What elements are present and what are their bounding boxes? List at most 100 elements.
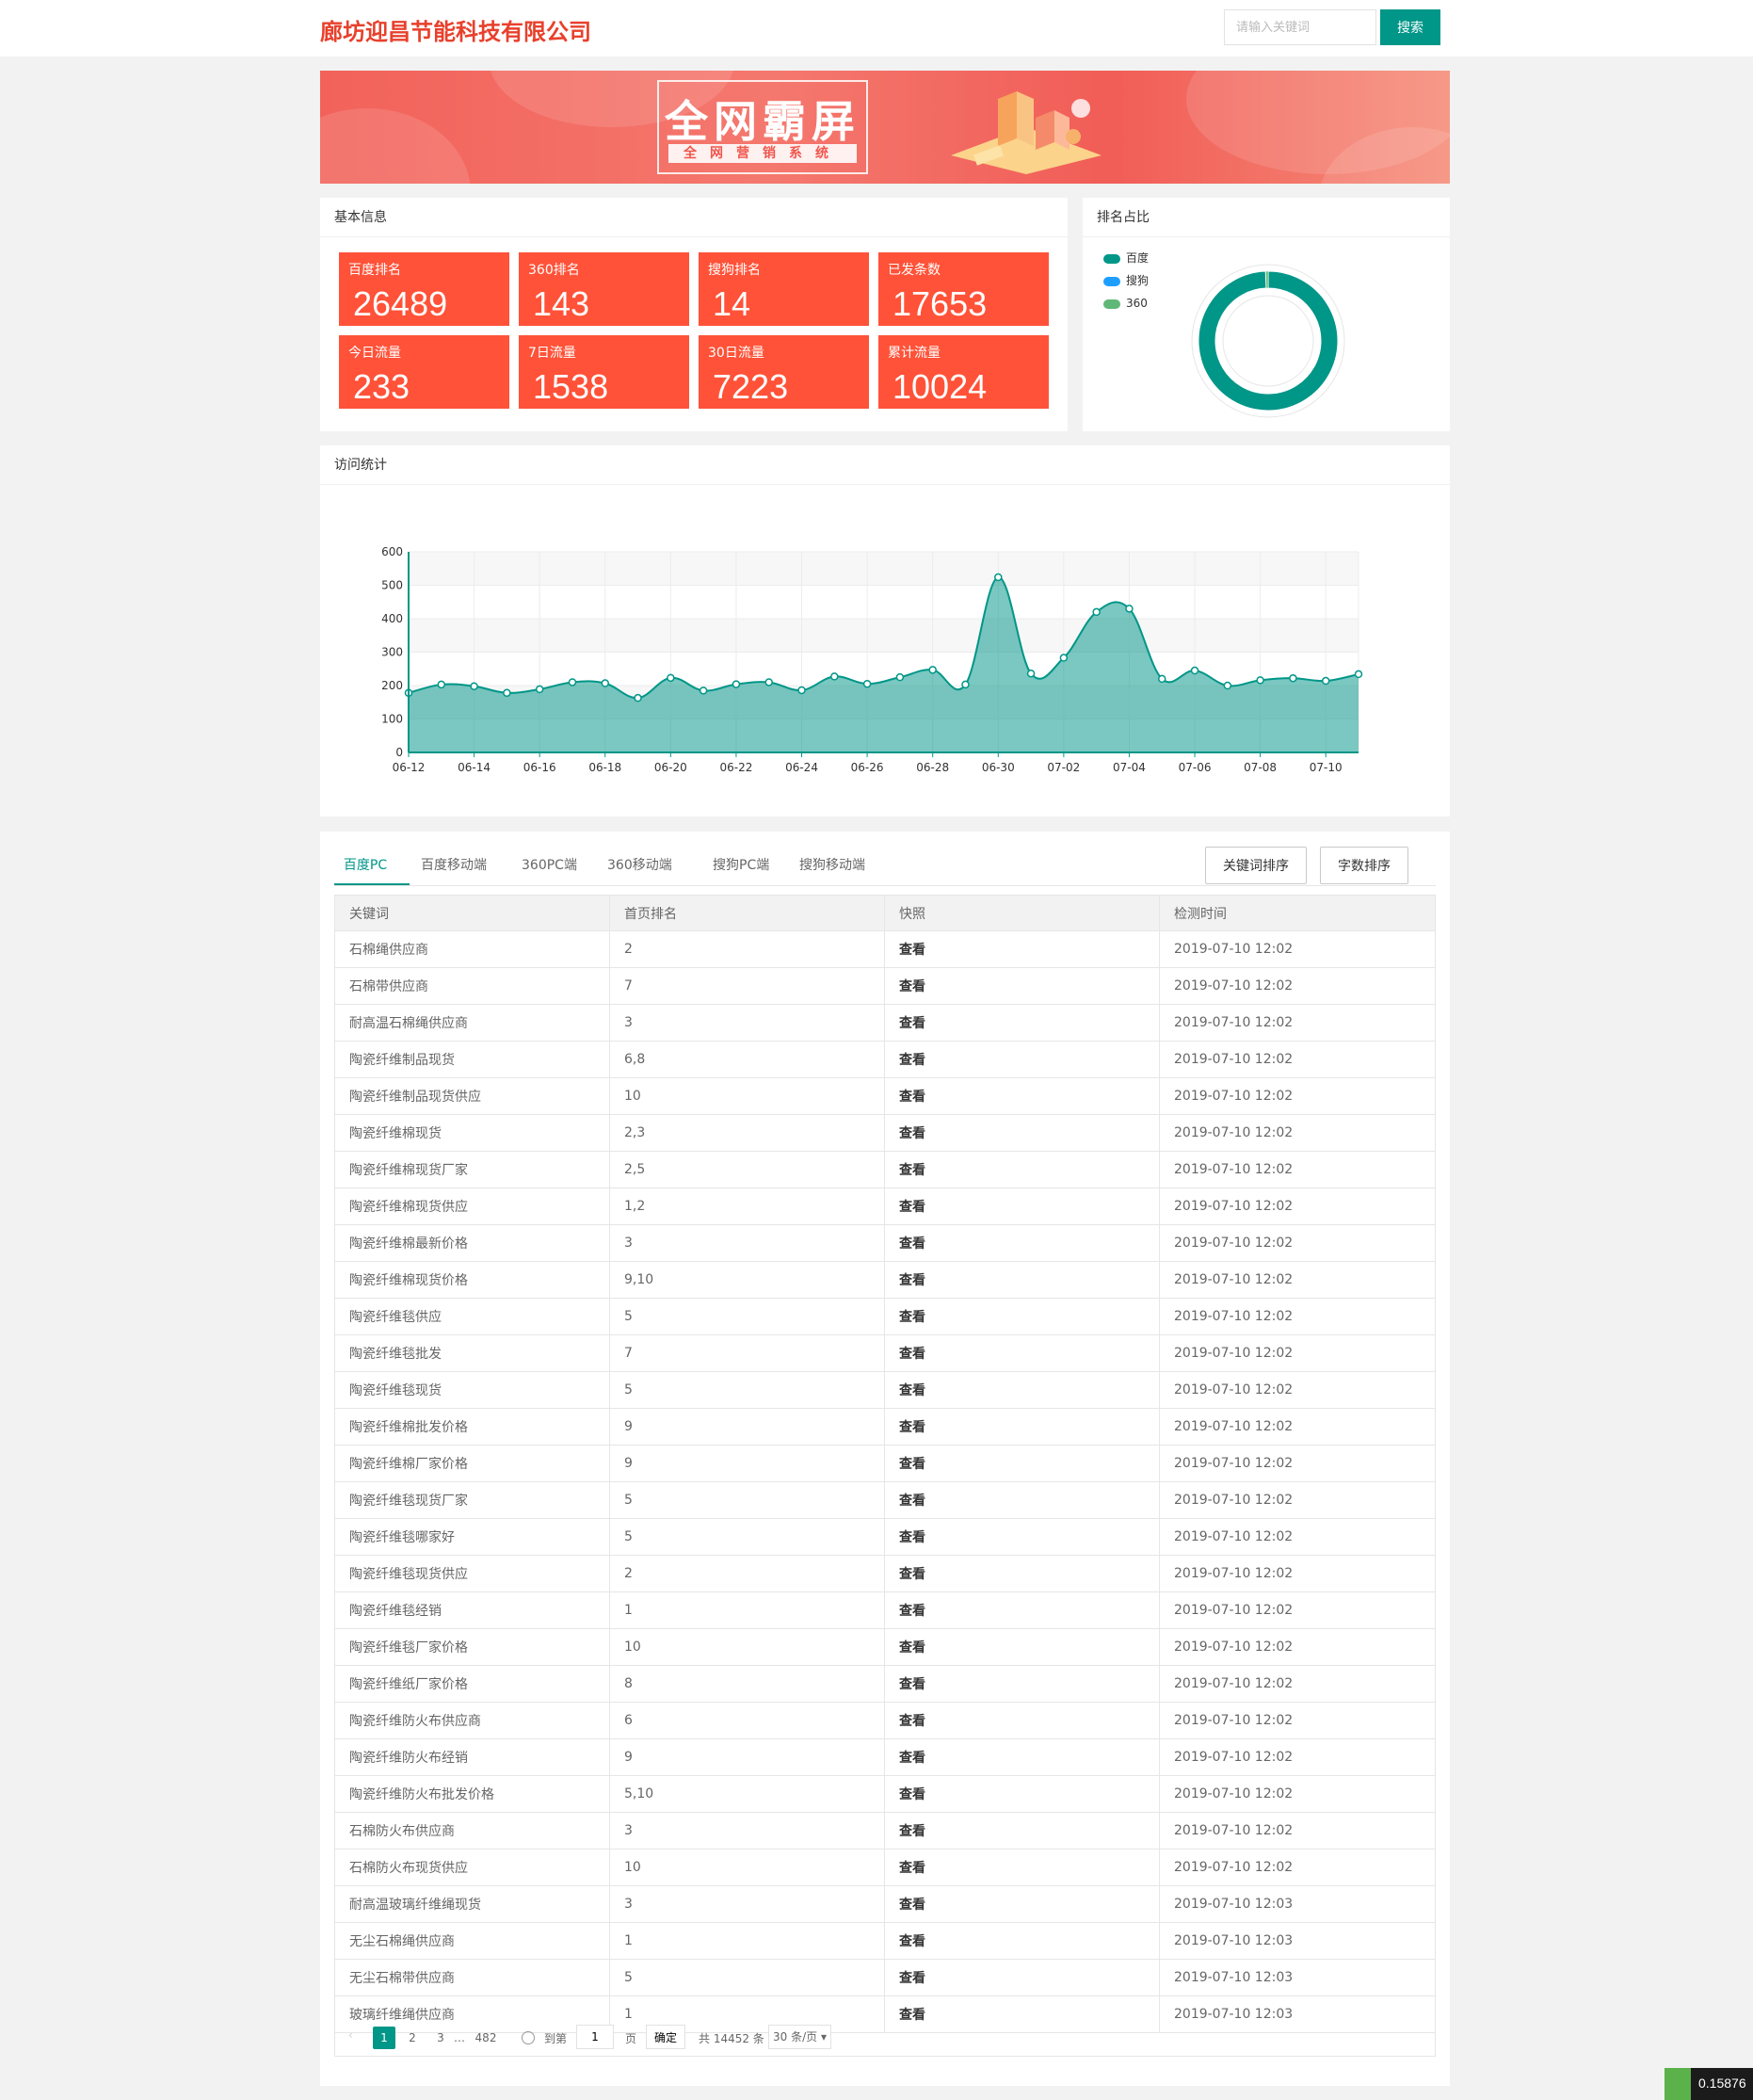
cell-snapshot-link[interactable]: 查看	[884, 1371, 1160, 1409]
legend-item-360[interactable]: 360	[1103, 296, 1148, 311]
cell-snapshot-link[interactable]: 查看	[884, 1885, 1160, 1923]
cell-snapshot-link[interactable]: 查看	[884, 1591, 1160, 1629]
rank-ratio-card: 排名占比 百度 搜狗 360	[1083, 198, 1450, 431]
cell-snapshot-link[interactable]: 查看	[884, 1995, 1160, 2033]
data-point-07-10[interactable]	[1321, 676, 1330, 686]
cell-keyword: 陶瓷纤维毯现货	[334, 1371, 610, 1409]
cell-snapshot-link[interactable]: 查看	[884, 1628, 1160, 1666]
cell-snapshot-link[interactable]: 查看	[884, 1849, 1160, 1886]
data-point-06-30[interactable]	[994, 573, 1003, 582]
cell-check-time: 2019-07-10 12:02	[1159, 1041, 1436, 1078]
table-row: 陶瓷纤维棉现货供应 1,2 查看 2019-07-10 12:02	[334, 1187, 1436, 1225]
goto-page-input[interactable]	[576, 2025, 614, 2049]
tab-baidu-mobile[interactable]: 百度移动端	[421, 858, 487, 873]
tab-baidu-pc[interactable]: 百度PC	[343, 858, 388, 873]
data-point-07-01[interactable]	[1026, 669, 1036, 678]
table-row: 耐高温石棉绳供应商 3 查看 2019-07-10 12:02	[334, 1004, 1436, 1042]
data-point-07-03[interactable]	[1092, 607, 1101, 617]
cell-snapshot-link[interactable]: 查看	[884, 1041, 1160, 1078]
data-point-07-07[interactable]	[1223, 681, 1232, 690]
col-snapshot[interactable]: 快照	[884, 895, 1160, 931]
table-row: 陶瓷纤维毯厂家价格 10 查看 2019-07-10 12:02	[334, 1628, 1436, 1666]
data-point-06-27[interactable]	[895, 672, 905, 682]
per-page-select[interactable]: 30 条/页 ▾	[768, 2025, 831, 2049]
data-point-06-22[interactable]	[732, 680, 741, 688]
page-2-button[interactable]: 2	[409, 2031, 416, 2044]
tab-sogou-pc[interactable]: 搜狗PC端	[713, 858, 770, 873]
col-check-time[interactable]: 检测时间	[1159, 895, 1436, 931]
cell-snapshot-link[interactable]: 查看	[884, 1481, 1160, 1519]
search-input[interactable]	[1224, 9, 1376, 45]
sort-by-length-button[interactable]: 字数排序	[1320, 847, 1408, 884]
cell-snapshot-link[interactable]: 查看	[884, 1224, 1160, 1262]
data-point-06-18[interactable]	[601, 679, 610, 687]
y-tick-label: 600	[381, 545, 403, 558]
data-point-07-09[interactable]	[1289, 673, 1297, 683]
cell-snapshot-link[interactable]: 查看	[884, 1812, 1160, 1850]
cell-snapshot-link[interactable]: 查看	[884, 1151, 1160, 1188]
cell-snapshot-link[interactable]: 查看	[884, 1555, 1160, 1592]
cell-snapshot-link[interactable]: 查看	[884, 1261, 1160, 1299]
cell-snapshot-link[interactable]: 查看	[884, 1077, 1160, 1115]
page-3-button[interactable]: 3	[437, 2031, 444, 2044]
cell-check-time: 2019-07-10 12:02	[1159, 1187, 1436, 1225]
cell-snapshot-link[interactable]: 查看	[884, 1114, 1160, 1152]
data-point-06-14[interactable]	[470, 682, 478, 690]
col-keyword[interactable]: 关键词	[334, 895, 610, 931]
cell-snapshot-link[interactable]: 查看	[884, 1518, 1160, 1556]
cell-snapshot-link[interactable]: 查看	[884, 930, 1160, 968]
cell-snapshot-link[interactable]: 查看	[884, 1922, 1160, 1960]
prev-page-button[interactable]: ‹	[348, 2028, 353, 2042]
tab-sogou-mobile[interactable]: 搜狗移动端	[799, 858, 865, 873]
goto-confirm-button[interactable]: 确定	[646, 2025, 686, 2049]
data-point-07-06[interactable]	[1190, 666, 1199, 675]
tab-360-mobile[interactable]: 360移动端	[607, 858, 672, 873]
cell-snapshot-link[interactable]: 查看	[884, 1775, 1160, 1813]
search-button[interactable]: 搜索	[1380, 9, 1440, 45]
pie-slice-2[interactable]	[1265, 270, 1269, 289]
cell-snapshot-link[interactable]: 查看	[884, 1738, 1160, 1776]
tab-360-pc[interactable]: 360PC端	[522, 858, 577, 873]
data-point-06-25[interactable]	[830, 672, 839, 681]
page-1-button[interactable]: 1	[373, 2027, 395, 2049]
data-point-06-15[interactable]	[503, 688, 511, 698]
data-point-06-21[interactable]	[699, 687, 708, 695]
legend-item-sogou[interactable]: 搜狗	[1103, 273, 1149, 288]
data-point-06-26[interactable]	[862, 679, 872, 688]
data-point-06-29[interactable]	[961, 680, 970, 689]
data-point-06-17[interactable]	[568, 678, 577, 687]
data-point-06-20[interactable]	[667, 673, 675, 683]
data-point-07-11[interactable]	[1354, 670, 1363, 679]
per-page-value: 30 条/页	[773, 2030, 818, 2043]
data-point-06-23[interactable]	[764, 678, 773, 687]
cell-snapshot-link[interactable]: 查看	[884, 1187, 1160, 1225]
cell-snapshot-link[interactable]: 查看	[884, 1702, 1160, 1739]
data-point-06-28[interactable]	[928, 666, 937, 674]
cell-snapshot-link[interactable]: 查看	[884, 1298, 1160, 1335]
next-page-icon[interactable]	[522, 2031, 535, 2044]
cell-snapshot-link[interactable]: 查看	[884, 1959, 1160, 1996]
cell-snapshot-link[interactable]: 查看	[884, 967, 1160, 1005]
company-logo[interactable]: 廊坊迎昌节能科技有限公司	[320, 19, 591, 45]
page-last-button[interactable]: 482	[474, 2031, 497, 2044]
cell-snapshot-link[interactable]: 查看	[884, 1334, 1160, 1372]
data-point-06-24[interactable]	[797, 686, 806, 695]
leaf-icon	[1665, 2068, 1691, 2100]
x-tick-label: 07-10	[1310, 761, 1343, 774]
data-point-07-05[interactable]	[1157, 674, 1166, 684]
cell-snapshot-link[interactable]: 查看	[884, 1445, 1160, 1482]
x-tick-label: 06-30	[982, 761, 1015, 774]
sort-by-keyword-button[interactable]: 关键词排序	[1205, 847, 1307, 884]
cell-snapshot-link[interactable]: 查看	[884, 1004, 1160, 1042]
col-rank[interactable]: 首页排名	[609, 895, 885, 931]
data-point-06-19[interactable]	[634, 693, 642, 703]
data-point-07-04[interactable]	[1125, 605, 1134, 613]
data-point-07-08[interactable]	[1256, 676, 1264, 685]
pie-slice-0[interactable]	[1198, 270, 1339, 412]
cell-snapshot-link[interactable]: 查看	[884, 1408, 1160, 1446]
cell-snapshot-link[interactable]: 查看	[884, 1665, 1160, 1703]
data-point-06-13[interactable]	[437, 680, 446, 689]
data-point-07-02[interactable]	[1059, 654, 1069, 662]
legend-item-baidu[interactable]: 百度	[1103, 250, 1149, 266]
data-point-06-16[interactable]	[535, 685, 544, 694]
